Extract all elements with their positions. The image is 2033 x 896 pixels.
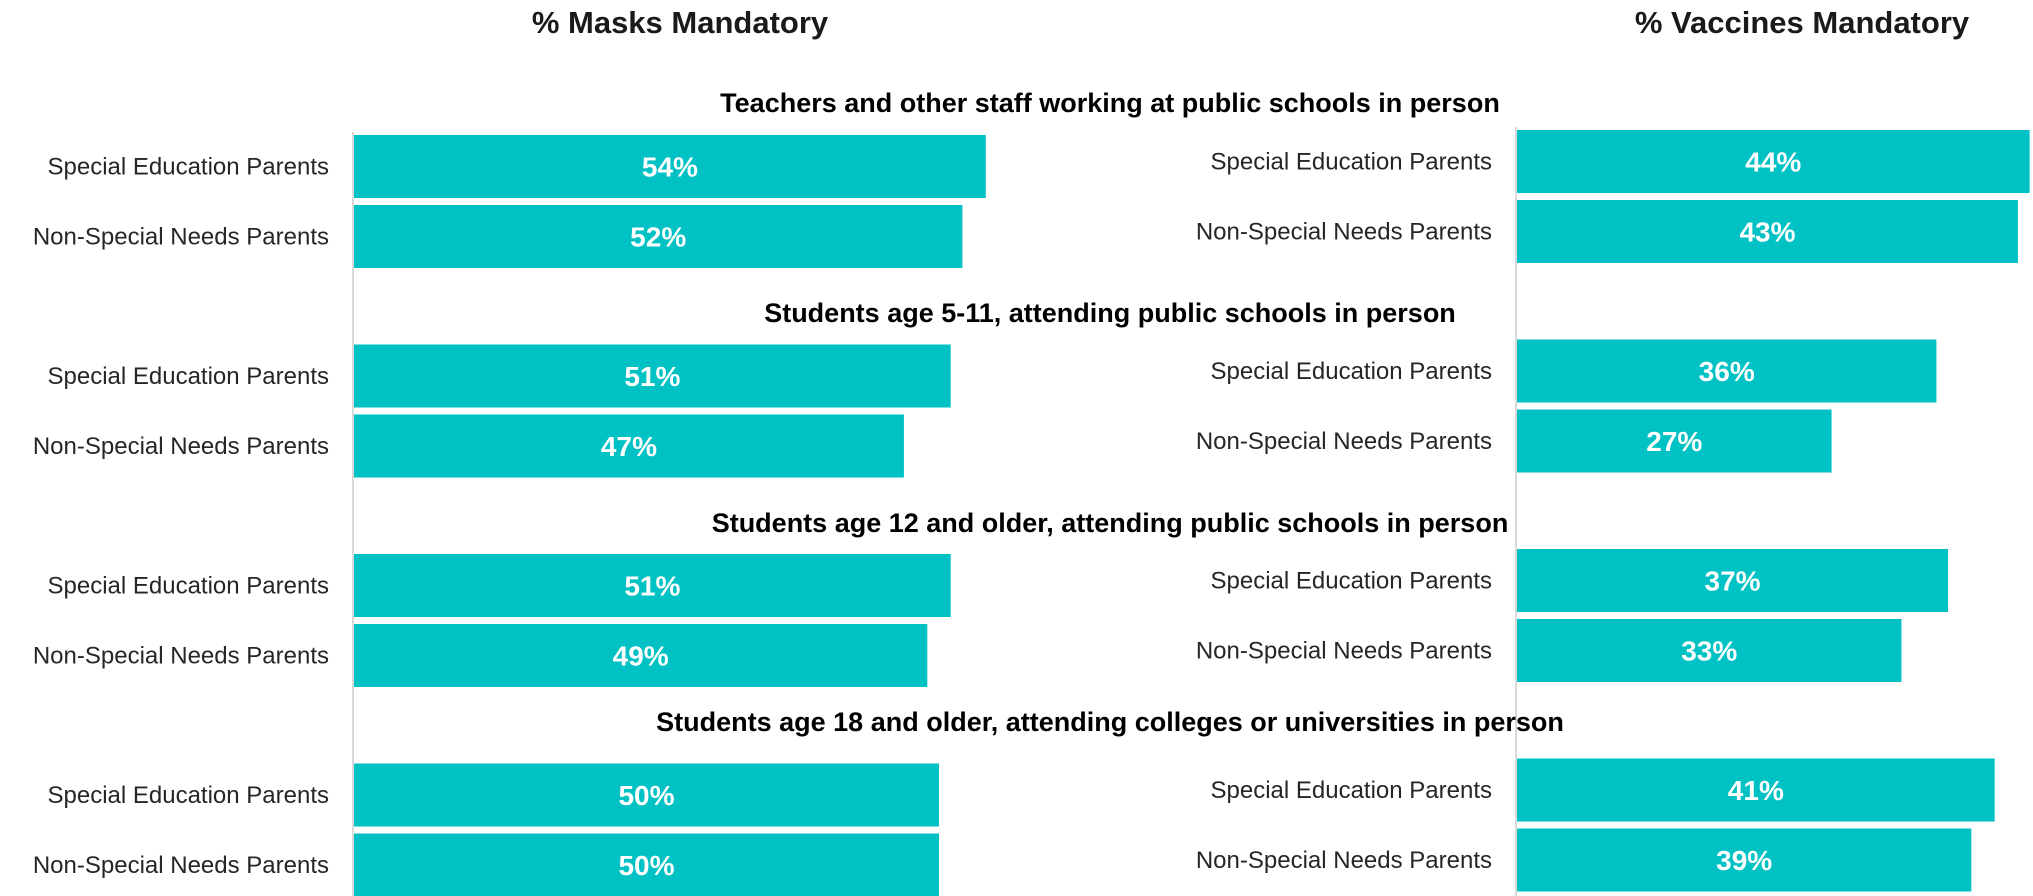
masks-bar-value-label: 51% — [624, 571, 680, 602]
vaccines-bar-special-education — [1517, 130, 2030, 193]
vaccines-bar-non-special-needs — [1517, 409, 1832, 473]
section-title: Students age 18 and older, attending col… — [656, 707, 1564, 737]
masks-bar-value-label: 49% — [613, 641, 669, 672]
vaccines-bar-value-label: 43% — [1739, 217, 1795, 248]
masks-category-label: Special Education Parents — [47, 154, 329, 181]
vaccines-bar-non-special-needs — [1517, 828, 1972, 892]
section-title: Teachers and other staff working at publ… — [720, 88, 1500, 118]
masks-bar-non-special-needs — [354, 414, 904, 478]
vaccines-bar-value-label: 36% — [1699, 356, 1755, 387]
vaccines-bar-special-education — [1517, 758, 1995, 822]
vaccines-bar-value-label: 33% — [1681, 636, 1737, 667]
vaccines-category-label: Special Education Parents — [1210, 358, 1492, 385]
masks-bar-value-label: 47% — [601, 431, 657, 462]
vaccines-category-label: Special Education Parents — [1210, 568, 1492, 595]
vaccines-category-label: Non-Special Needs Parents — [1196, 847, 1492, 874]
masks-category-label: Non-Special Needs Parents — [33, 852, 329, 879]
masks-bar-non-special-needs — [354, 205, 963, 268]
masks-category-label: Non-Special Needs Parents — [33, 643, 329, 670]
vaccines-bar-value-label: 44% — [1745, 147, 1801, 178]
masks-panel-title: % Masks Mandatory — [532, 5, 829, 40]
masks-bar-value-label: 52% — [630, 222, 686, 253]
vaccines-bar-special-education — [1517, 549, 1949, 612]
masks-bar-special-education — [354, 763, 939, 827]
vaccines-bar-value-label: 41% — [1728, 775, 1784, 806]
masks-bar-non-special-needs — [354, 833, 939, 896]
vaccines-bar-special-education — [1517, 339, 1937, 403]
vaccines-panel-title: % Vaccines Mandatory — [1635, 5, 1970, 40]
masks-bar-value-label: 51% — [624, 361, 680, 392]
masks-bar-special-education — [354, 135, 986, 198]
section-title: Students age 12 and older, attending pub… — [712, 508, 1509, 538]
vaccines-category-label: Special Education Parents — [1210, 777, 1492, 804]
masks-bar-special-education — [354, 344, 951, 408]
masks-category-label: Special Education Parents — [47, 782, 329, 809]
masks-bar-value-label: 50% — [618, 850, 674, 881]
section-title: Students age 5-11, attending public scho… — [764, 298, 1456, 328]
masks-bar-value-label: 54% — [642, 152, 698, 183]
masks-category-label: Special Education Parents — [47, 573, 329, 600]
masks-bar-value-label: 50% — [618, 780, 674, 811]
masks-category-label: Non-Special Needs Parents — [33, 433, 329, 460]
masks-bar-non-special-needs — [354, 624, 928, 687]
masks-category-label: Non-Special Needs Parents — [33, 224, 329, 251]
vaccines-category-label: Non-Special Needs Parents — [1196, 428, 1492, 455]
vaccines-bar-value-label: 27% — [1646, 426, 1702, 457]
vaccines-category-label: Special Education Parents — [1210, 149, 1492, 176]
vaccines-bar-non-special-needs — [1517, 619, 1902, 682]
vaccines-bar-value-label: 39% — [1716, 845, 1772, 876]
masks-bar-special-education — [354, 554, 951, 617]
masks-category-label: Special Education Parents — [47, 363, 329, 390]
vaccines-bar-value-label: 37% — [1705, 566, 1761, 597]
vaccines-bar-non-special-needs — [1517, 200, 2018, 263]
vaccines-category-label: Non-Special Needs Parents — [1196, 219, 1492, 246]
vaccines-category-label: Non-Special Needs Parents — [1196, 638, 1492, 665]
